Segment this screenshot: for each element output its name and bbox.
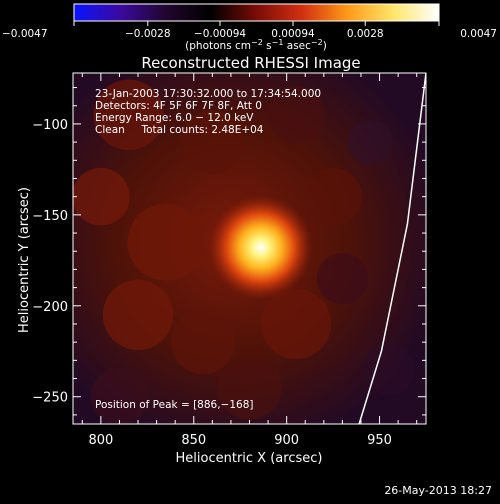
x-tick-label: 950 bbox=[367, 433, 392, 448]
observation-info-line: Energy Range: 6.0 − 12.0 keV bbox=[95, 112, 254, 124]
colorbar-tick-label: −0.0028 bbox=[125, 28, 171, 40]
y-tick-label: −100 bbox=[32, 118, 68, 133]
colorbar-unit-label: (photons cm−2 s−1 asec−2) bbox=[185, 38, 327, 52]
emission-blob bbox=[90, 367, 149, 424]
x-axis-ticks bbox=[81, 73, 418, 424]
observation-info-line: 23-Jan-2003 17:30:32.000 to 17:34:54.000 bbox=[95, 88, 321, 100]
colorbar-tick-label: −0.0047 bbox=[2, 28, 48, 40]
colorbar-bar bbox=[73, 3, 440, 22]
y-axis-tick-labels: −250 −200 −150 −100 bbox=[32, 118, 68, 406]
x-tick-label: 800 bbox=[88, 433, 113, 448]
emission-blob bbox=[73, 167, 130, 226]
emission-blob bbox=[171, 310, 236, 375]
y-axis-title: Heliocentric Y (arcsec) bbox=[17, 187, 32, 333]
colorbar-tick-label: 0.0047 bbox=[460, 28, 497, 40]
chart-title: Reconstructed RHESSI Image bbox=[141, 54, 360, 72]
observation-info: 23-Jan-2003 17:30:32.000 to 17:34:54.000… bbox=[95, 88, 321, 136]
emission-blob bbox=[363, 343, 415, 396]
colorbar-tick-label: −0.00094 bbox=[194, 28, 247, 40]
footer-date: 26-May-2013 18:27 bbox=[384, 484, 492, 497]
observation-info-line: Detectors: 4F 5F 6F 7F 8F, Att 0 bbox=[95, 100, 262, 112]
emission-blob bbox=[260, 288, 332, 360]
x-tick-label: 850 bbox=[181, 433, 206, 448]
peak-source bbox=[208, 195, 313, 300]
colorbar-tick-label: 0.0028 bbox=[347, 28, 384, 40]
emission-blob bbox=[347, 119, 393, 165]
emission-blob bbox=[217, 355, 282, 420]
emission-blob bbox=[180, 110, 245, 175]
colorbar-ticks bbox=[73, 21, 440, 26]
peak-position-label: Position of Peak = [886,−168] bbox=[95, 399, 254, 411]
emission-blob bbox=[102, 279, 174, 351]
y-tick-label: −200 bbox=[32, 300, 68, 315]
x-axis-tick-labels: 800 850 900 950 bbox=[88, 433, 392, 448]
y-tick-label: −150 bbox=[32, 209, 68, 224]
colorbar-tick-labels: −0.0047 −0.0028 −0.00094 0.00094 0.0028 0.004… bbox=[2, 28, 497, 40]
emission-blob bbox=[267, 86, 325, 144]
emission-blob bbox=[127, 203, 205, 281]
x-tick-label: 900 bbox=[274, 433, 299, 448]
colorbar-tick-label: 0.00094 bbox=[271, 28, 315, 40]
y-tick-label: −250 bbox=[32, 391, 68, 406]
x-axis-title: Heliocentric X (arcsec) bbox=[176, 451, 323, 466]
emission-blobs bbox=[73, 79, 415, 424]
observation-info-line: Clean Total counts: 2.48E+04 bbox=[95, 124, 264, 136]
solar-limb bbox=[358, 73, 426, 424]
emission-blob bbox=[93, 79, 164, 151]
emission-blob bbox=[316, 252, 368, 305]
y-axis-ticks bbox=[73, 87, 426, 416]
emission-blob bbox=[304, 167, 362, 226]
plot-image bbox=[73, 73, 426, 424]
colorbar: −0.0047 −0.0028 −0.00094 0.00094 0.0028 0.004… bbox=[2, 3, 497, 52]
